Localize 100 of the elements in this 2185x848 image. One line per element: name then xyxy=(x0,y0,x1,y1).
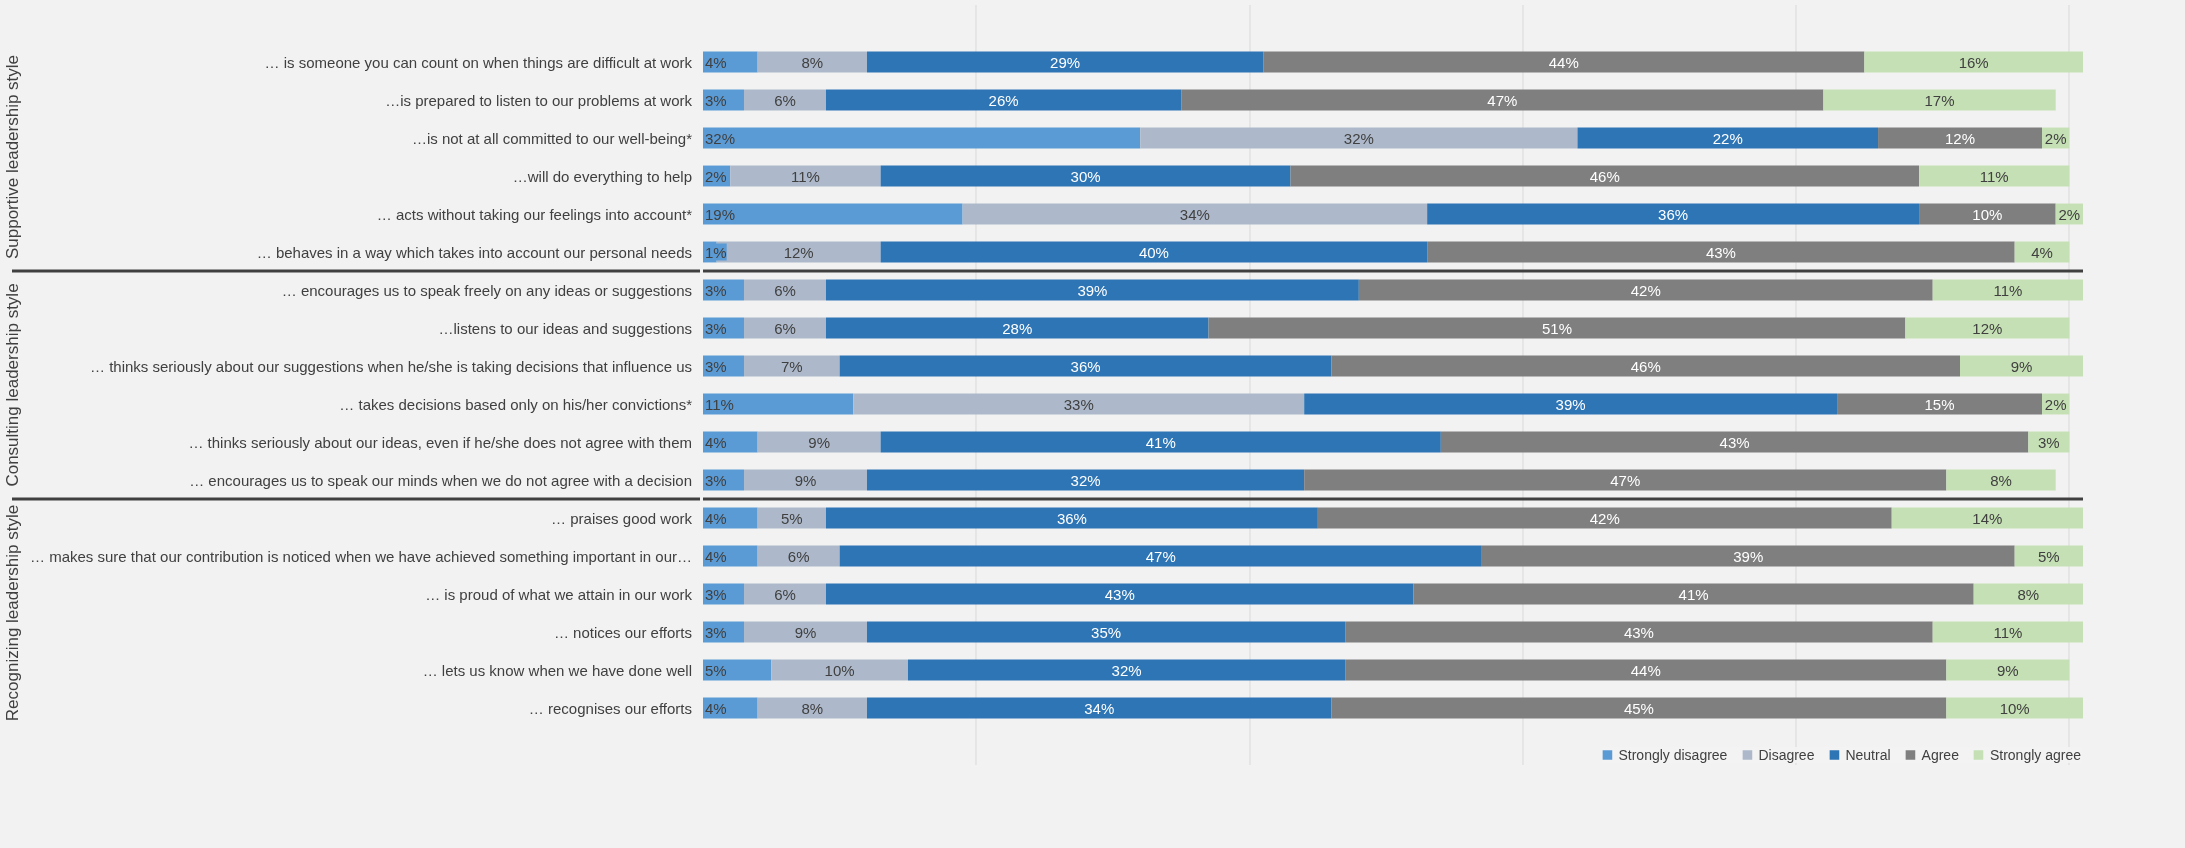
data-label: 36% xyxy=(1070,357,1101,375)
data-label: 3% xyxy=(705,91,727,109)
data-label: 7% xyxy=(780,357,803,375)
data-label: 34% xyxy=(1179,205,1210,223)
y-tick-label: … lets us know when we have done well xyxy=(422,661,692,679)
data-label: 5% xyxy=(705,661,727,679)
data-label: 3% xyxy=(2038,433,2060,451)
data-label: 8% xyxy=(801,53,824,71)
data-label: 32% xyxy=(1111,661,1142,679)
data-label: 43% xyxy=(1705,243,1736,261)
data-label: 22% xyxy=(1712,129,1743,147)
legend-label: Neutral xyxy=(1845,747,1891,763)
data-label: 4% xyxy=(705,547,727,565)
y-tick-label: …is not at all committed to our well-being* xyxy=(411,129,693,147)
data-label: 11% xyxy=(791,167,820,185)
legend-label: Disagree xyxy=(1758,747,1815,763)
data-label: 6% xyxy=(774,585,796,603)
data-label: 39% xyxy=(1733,547,1764,565)
data-label: 29% xyxy=(1050,53,1081,71)
data-label: 3% xyxy=(705,623,727,641)
data-label: 3% xyxy=(705,319,727,337)
data-label: 4% xyxy=(705,53,727,71)
data-label: 6% xyxy=(774,281,796,299)
data-label: 47% xyxy=(1610,471,1641,489)
y-tick-label: …will do everything to help xyxy=(512,167,693,185)
data-label: 10% xyxy=(824,661,855,679)
y-tick-label: … makes sure that our contribution is noticed when we have achieved something important in our… xyxy=(29,547,692,565)
y-tick-label: … behaves in a way which takes into account our personal needs xyxy=(256,243,693,261)
y-tick-label: … recognises our efforts xyxy=(528,699,693,717)
data-label: 6% xyxy=(774,319,796,337)
data-label: 46% xyxy=(1630,357,1661,375)
data-label: 14% xyxy=(1972,509,2003,527)
data-label: 32% xyxy=(705,129,736,147)
data-label: 45% xyxy=(1623,699,1654,717)
data-label: 3% xyxy=(705,281,727,299)
data-label: 2% xyxy=(2058,205,2081,223)
data-label: 15% xyxy=(1924,395,1955,413)
data-label: 34% xyxy=(1084,699,1115,717)
data-label: 2% xyxy=(2044,129,2067,147)
data-label: 3% xyxy=(705,585,727,603)
y-tick-label: … takes decisions based only on his/her convictions* xyxy=(339,395,693,413)
y-tick-label: … is proud of what we attain in our work xyxy=(425,585,693,603)
data-label: 9% xyxy=(2010,357,2033,375)
data-label: 42% xyxy=(1630,281,1661,299)
data-label: 16% xyxy=(1958,53,1989,71)
data-label: 10% xyxy=(1999,699,2030,717)
data-label: 42% xyxy=(1589,509,1620,527)
data-label: 43% xyxy=(1719,433,1750,451)
y-tick-label: … notices our efforts xyxy=(553,623,692,641)
data-label: 3% xyxy=(705,357,727,375)
data-label: 2% xyxy=(705,167,727,185)
y-tick-label: … encourages us to speak our minds when we do not agree with a decision xyxy=(189,471,692,489)
data-label: 41% xyxy=(1678,585,1709,603)
data-label: 39% xyxy=(1077,281,1108,299)
data-label: 28% xyxy=(1002,319,1033,337)
text: Supportive leadership style xyxy=(2,54,22,260)
y-tick-label: … is someone you can count on when things are difficult at work xyxy=(264,53,693,71)
data-label: 4% xyxy=(705,509,727,527)
data-label: 35% xyxy=(1091,623,1122,641)
data-label: 46% xyxy=(1589,167,1620,185)
data-label: 36% xyxy=(1056,509,1087,527)
data-label: 9% xyxy=(1997,661,2019,679)
data-label: 47% xyxy=(1487,91,1518,109)
data-label: 30% xyxy=(1070,167,1101,185)
data-label: 47% xyxy=(1145,547,1176,565)
data-label: 26% xyxy=(988,91,1019,109)
data-label: 5% xyxy=(2038,547,2060,565)
data-label: 11% xyxy=(1979,167,2009,185)
data-label: 12% xyxy=(1972,319,2003,337)
y-tick-label: … praises good work xyxy=(551,509,693,527)
data-label: 41% xyxy=(1145,433,1176,451)
data-label: 5% xyxy=(780,509,803,527)
text: Consulting leadership style xyxy=(2,283,22,487)
data-label: 11% xyxy=(1993,623,2023,641)
data-label: 12% xyxy=(1945,129,1976,147)
data-label: 8% xyxy=(801,699,824,717)
data-label: 9% xyxy=(794,623,817,641)
data-label: 10% xyxy=(1972,205,2003,223)
data-label: 4% xyxy=(2031,243,2053,261)
y-tick-label: … thinks seriously about our ideas, even if he/she does not agree with them xyxy=(188,433,692,451)
text: Recognizing leadership style xyxy=(2,504,22,722)
legend-label: Strongly agree xyxy=(1989,747,2081,763)
data-label: 8% xyxy=(2017,585,2040,603)
y-tick-label: … encourages us to speak freely on any ideas or suggestions xyxy=(281,281,693,299)
data-label: 43% xyxy=(1623,623,1654,641)
data-label: 11% xyxy=(1993,281,2023,299)
y-tick-label: …listens to our ideas and suggestions xyxy=(438,319,692,337)
data-label: 6% xyxy=(787,547,810,565)
data-label: 6% xyxy=(774,91,796,109)
y-tick-label: … thinks seriously about our suggestions when he/she is taking decisions that influence us xyxy=(89,357,692,375)
legend-label: Agree xyxy=(1921,747,1959,763)
data-label: 2% xyxy=(2044,395,2067,413)
data-label: 17% xyxy=(1924,91,1955,109)
data-label: 12% xyxy=(783,243,814,261)
y-tick-label: …is prepared to listen to our problems at work xyxy=(385,91,693,109)
y-tick-label: … acts without taking our feelings into account* xyxy=(376,205,693,223)
data-label: 44% xyxy=(1630,661,1661,679)
data-label: 32% xyxy=(1343,129,1374,147)
data-label: 4% xyxy=(705,433,727,451)
data-label: 3% xyxy=(705,471,727,489)
